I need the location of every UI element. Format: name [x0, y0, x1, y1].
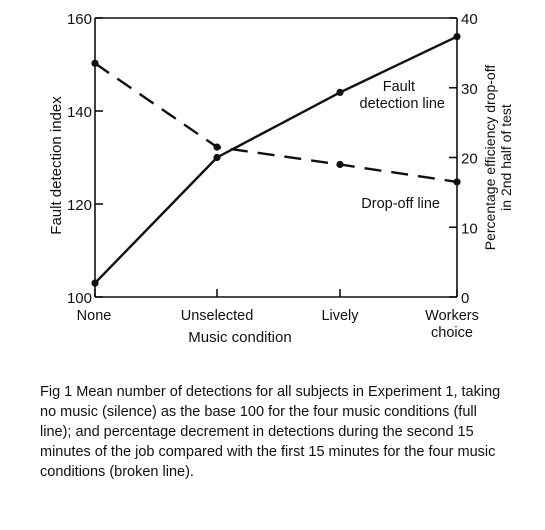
series-annotation-1-line-0: Drop-off line: [361, 196, 440, 212]
left-tick-label-2: 140: [67, 104, 92, 121]
x-tick-label-2: Lively: [321, 308, 359, 324]
x-tick-label-2-line-0: Lively: [321, 308, 359, 324]
series-1-point-1: [213, 143, 221, 151]
right-tick-label-4: 40: [461, 11, 478, 28]
figure-caption: Fig 1 Mean number of detections for all …: [40, 384, 501, 480]
right-axis-title: Percentage efficiency drop-offin 2nd hal…: [482, 65, 514, 251]
x-tick-label-1: Unselected: [181, 308, 254, 324]
left-axis-title: Fault detection index: [48, 96, 65, 235]
series-0-point-1: [213, 153, 221, 162]
right-tick-label-1: 10: [461, 220, 478, 237]
left-tick-label-1: 120: [67, 197, 92, 214]
left-tick-label-3: 160: [67, 11, 92, 28]
series-annotation-0-line-0: Fault: [383, 79, 415, 95]
chart-labels: 100 120 140 160 0 10 20 30 40 None Unselected Livel…: [48, 11, 514, 346]
right-tick-label-2: 20: [461, 151, 478, 168]
chart-axes: [94, 17, 458, 298]
series-0-point-0: [91, 279, 99, 287]
series-0-point-3: [453, 33, 461, 41]
series-annotation-1: Drop-off line: [361, 196, 440, 212]
x-tick-label-3-line-0: Workers: [425, 308, 479, 324]
series-line-1: [94, 62, 458, 184]
series-1-point-3: [453, 178, 461, 186]
series-1-point-2: [336, 160, 344, 169]
right-tick-label-0: 0: [461, 290, 469, 307]
chart: 100 120 140 160 0 10 20 30 40 None Unselected Livel…: [48, 11, 514, 346]
left-tick-label-0: 100: [67, 290, 92, 307]
series-line-0: [94, 35, 458, 284]
series-1-point-0: [91, 59, 99, 67]
series-0-point-2: [336, 88, 344, 96]
x-tick-label-3-line-1: choice: [431, 325, 473, 341]
right-axis-title-line-0: Percentage efficiency drop-off: [482, 65, 498, 251]
x-tick-label-0-line-0: None: [77, 308, 112, 324]
x-tick-label-1-line-0: Unselected: [181, 308, 254, 324]
chart-series: [91, 33, 461, 287]
right-tick-label-3: 30: [461, 81, 478, 98]
series-annotation-0: Fault detection line: [360, 79, 445, 112]
right-axis-title-line-1: in 2nd half of test: [498, 104, 514, 211]
x-tick-label-0: None: [77, 308, 112, 324]
series-annotation-0-line-1: detection line: [360, 96, 445, 112]
x-axis-title: Music condition: [188, 329, 291, 346]
x-tick-label-3: Workers choice: [425, 308, 479, 341]
